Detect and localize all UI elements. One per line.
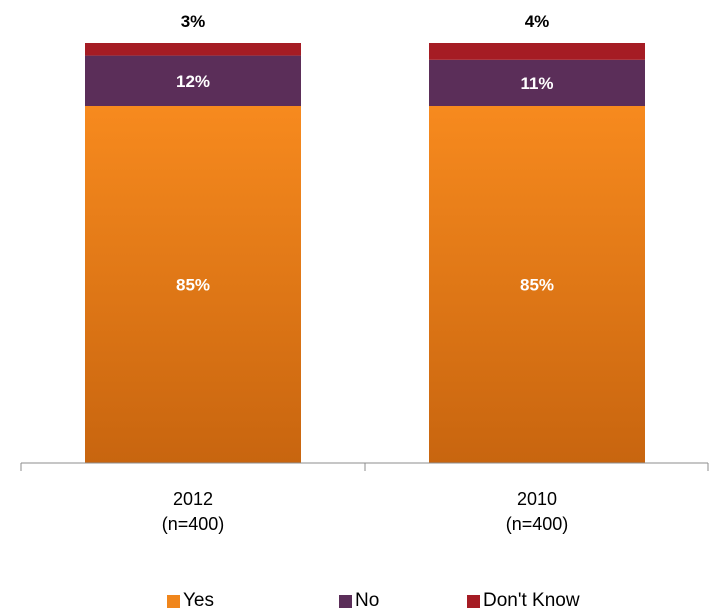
legend-swatch-don-t-know xyxy=(467,594,480,608)
legend-label-don-t-know: Don't Know xyxy=(483,590,580,611)
data-label-don-t-know-2010: 4% xyxy=(525,12,550,31)
legend-label-no: No xyxy=(355,590,380,611)
bar-don-t-know-2010 xyxy=(429,43,645,60)
legend-item-no: No xyxy=(339,590,379,612)
bar-don-t-know-2012 xyxy=(85,43,301,56)
bar-yes-2012 xyxy=(85,106,301,463)
data-label-yes-2012: 85% xyxy=(176,276,210,295)
category-label-2010: 2010 xyxy=(517,489,557,509)
data-label-don-t-know-2012: 3% xyxy=(181,12,206,31)
data-label-no-2010: 11% xyxy=(520,74,553,93)
data-label-no-2012: 12% xyxy=(176,72,210,91)
bar-no-2010 xyxy=(429,59,645,106)
stacked-bar-chart: 85% 12% 3% 2012 (n=400) 85% 11% 4% 2010 (n=400) xyxy=(20,12,709,534)
bar-no-2012 xyxy=(85,55,301,106)
legend-swatch-no xyxy=(339,594,352,608)
legend-swatch-yes xyxy=(167,594,180,608)
category-label-2012: 2012 xyxy=(173,489,213,509)
category-sublabel-2012: (n=400) xyxy=(162,514,225,534)
legend-label-yes: Yes xyxy=(183,590,214,611)
legend-item-don-t-know: Don't Know xyxy=(467,590,580,612)
legend-item-yes: Yes xyxy=(167,590,214,612)
legend: Yes No Don't Know xyxy=(0,590,711,613)
data-label-yes-2010: 85% xyxy=(520,276,554,295)
bar-yes-2010 xyxy=(429,106,645,463)
category-sublabel-2010: (n=400) xyxy=(506,514,569,534)
